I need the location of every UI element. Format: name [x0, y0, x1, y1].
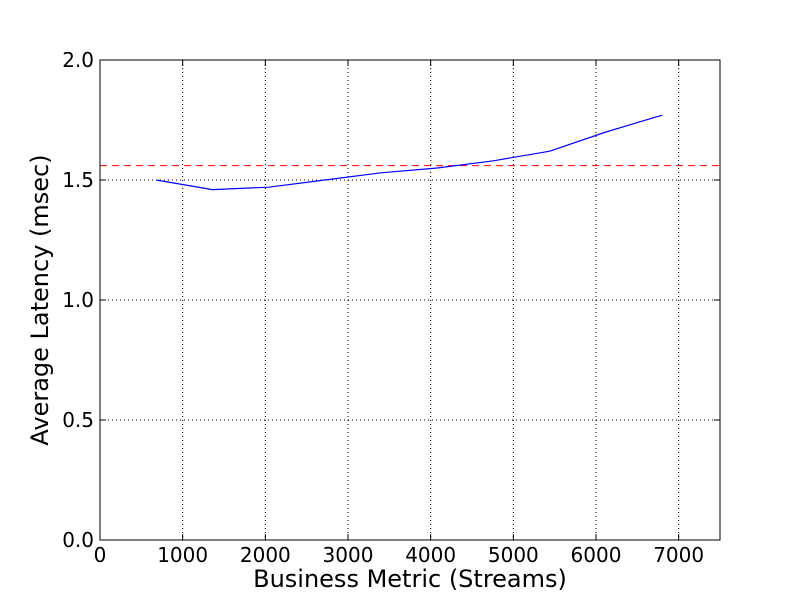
x-tick-label: 2000 [240, 543, 291, 567]
y-tick-label: 1.0 [62, 288, 94, 312]
x-tick-label: 0 [94, 543, 107, 567]
data-series [156, 114, 663, 191]
grid-lines [100, 60, 720, 540]
x-tick-label: 7000 [653, 543, 704, 567]
x-axis-label: Business Metric (Streams) [253, 565, 567, 593]
series-line [156, 114, 663, 191]
x-tick-label: 1000 [157, 543, 208, 567]
y-axis-label: Average Latency (msec) [26, 154, 54, 445]
x-tick-label: 4000 [405, 543, 456, 567]
x-tick-label: 3000 [323, 543, 374, 567]
x-tick-labels: 0 1000 2000 3000 4000 5000 6000 7000 [94, 543, 704, 567]
y-tick-label: 1.5 [62, 168, 94, 192]
x-tick-label: 6000 [571, 543, 622, 567]
y-tick-labels: 0.0 0.5 1.0 1.5 2.0 [62, 48, 94, 552]
x-tick-label: 5000 [488, 543, 539, 567]
y-tick-label: 0.0 [62, 528, 94, 552]
y-tick-label: 0.5 [62, 408, 94, 432]
axis-ticks [99, 59, 720, 541]
y-tick-label: 2.0 [62, 48, 94, 72]
